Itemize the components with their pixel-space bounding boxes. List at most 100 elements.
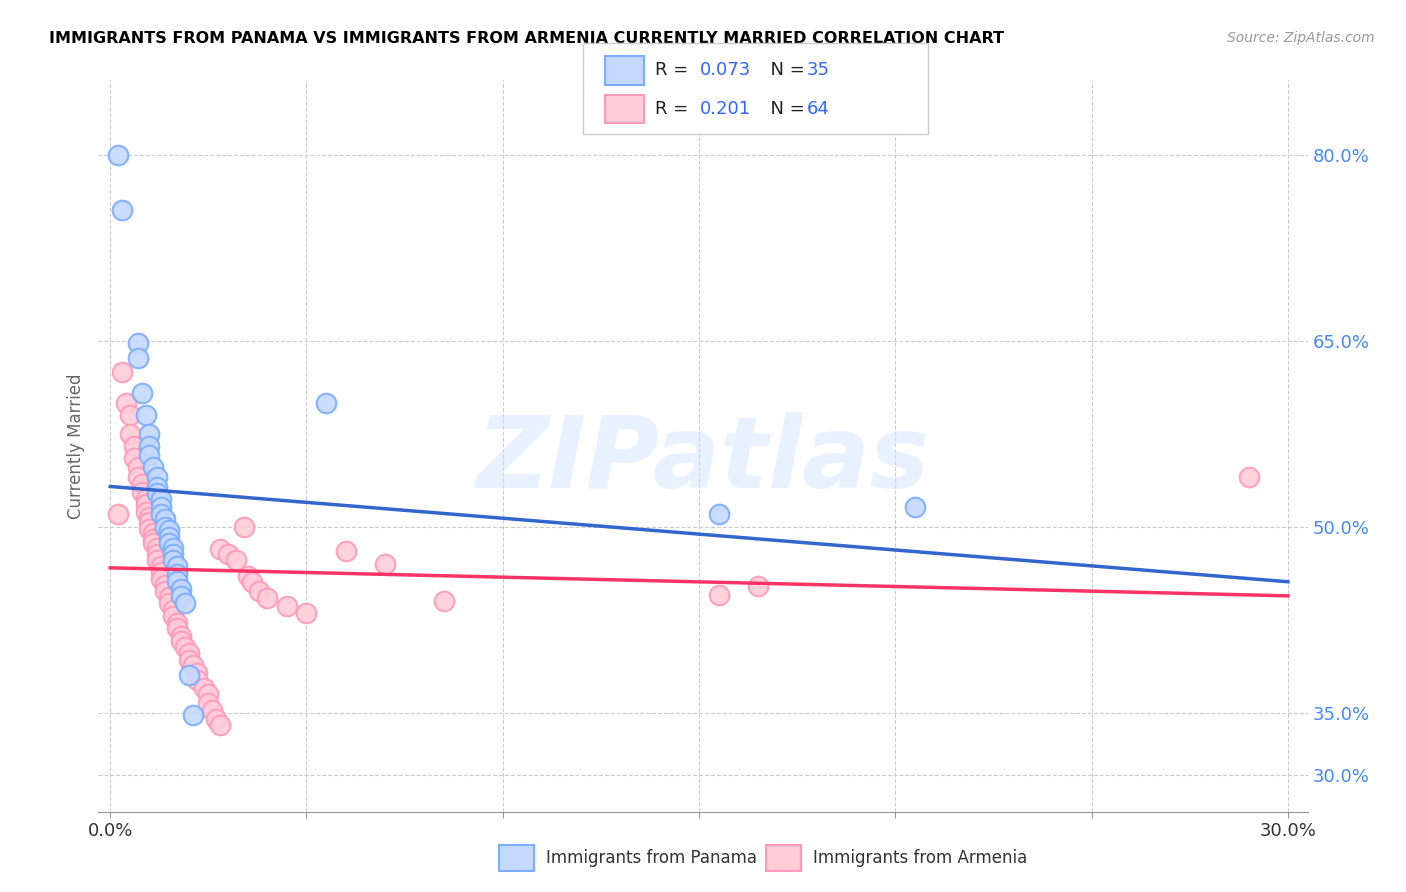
Point bbox=[1237, 470, 1260, 484]
Point bbox=[707, 588, 730, 602]
Point bbox=[118, 426, 141, 441]
Point bbox=[150, 492, 173, 507]
Text: N =: N = bbox=[759, 62, 811, 79]
Point bbox=[131, 484, 153, 499]
Point bbox=[111, 203, 134, 218]
Point bbox=[904, 500, 927, 514]
Point bbox=[157, 597, 180, 611]
Point bbox=[150, 566, 173, 580]
Point bbox=[240, 575, 263, 590]
Point bbox=[186, 665, 208, 680]
Point bbox=[142, 532, 165, 546]
Point bbox=[173, 640, 195, 654]
Point bbox=[142, 525, 165, 540]
Point bbox=[146, 486, 169, 500]
Point bbox=[157, 591, 180, 605]
Point bbox=[150, 500, 173, 514]
Point bbox=[173, 597, 195, 611]
Point bbox=[153, 512, 176, 526]
Point bbox=[256, 591, 278, 606]
Point bbox=[177, 668, 200, 682]
Point bbox=[142, 460, 165, 475]
Text: Immigrants from Armenia: Immigrants from Armenia bbox=[813, 849, 1026, 867]
Point bbox=[153, 584, 176, 599]
Point bbox=[146, 547, 169, 561]
Point bbox=[146, 553, 169, 567]
Point bbox=[150, 507, 173, 521]
Point bbox=[157, 524, 180, 538]
Text: R =: R = bbox=[655, 100, 695, 118]
Point bbox=[217, 547, 239, 561]
Point bbox=[135, 492, 157, 507]
Point bbox=[127, 351, 149, 365]
Point bbox=[201, 703, 224, 717]
Point bbox=[166, 616, 188, 631]
Point bbox=[146, 541, 169, 555]
Point bbox=[209, 541, 232, 556]
Point bbox=[138, 509, 160, 524]
Point bbox=[433, 594, 456, 608]
Text: Immigrants from Panama: Immigrants from Panama bbox=[546, 849, 756, 867]
Point bbox=[150, 572, 173, 586]
Point bbox=[162, 602, 184, 616]
Point bbox=[166, 566, 188, 581]
Point bbox=[181, 708, 204, 723]
Point bbox=[747, 579, 769, 593]
Point bbox=[162, 541, 184, 555]
Point bbox=[177, 646, 200, 660]
Point bbox=[170, 589, 193, 603]
Text: N =: N = bbox=[759, 100, 811, 118]
Point bbox=[166, 574, 188, 588]
Text: 35: 35 bbox=[807, 62, 830, 79]
Point bbox=[138, 439, 160, 453]
Point bbox=[225, 553, 247, 567]
Point bbox=[131, 385, 153, 400]
Point bbox=[142, 535, 165, 549]
Point bbox=[127, 470, 149, 484]
Point bbox=[166, 559, 188, 574]
Point bbox=[170, 629, 193, 643]
Point bbox=[150, 559, 173, 574]
Point bbox=[157, 535, 180, 549]
Point bbox=[177, 653, 200, 667]
Point bbox=[162, 608, 184, 623]
Point bbox=[153, 519, 176, 533]
Point bbox=[295, 607, 318, 621]
Point bbox=[374, 557, 396, 571]
Point bbox=[315, 395, 337, 409]
Point bbox=[166, 621, 188, 635]
Point bbox=[138, 426, 160, 441]
Text: R =: R = bbox=[655, 62, 695, 79]
Point bbox=[138, 448, 160, 462]
Point bbox=[135, 408, 157, 422]
Y-axis label: Currently Married: Currently Married bbox=[66, 373, 84, 519]
Point bbox=[146, 480, 169, 494]
Point bbox=[138, 515, 160, 529]
Point bbox=[107, 507, 129, 521]
Point bbox=[157, 529, 180, 543]
Point bbox=[232, 519, 254, 533]
Point bbox=[170, 582, 193, 596]
Point bbox=[115, 395, 138, 409]
Text: 64: 64 bbox=[807, 100, 830, 118]
Point bbox=[118, 408, 141, 422]
Point bbox=[122, 451, 145, 466]
Point bbox=[138, 522, 160, 536]
Point bbox=[131, 477, 153, 491]
Point bbox=[153, 578, 176, 592]
Point bbox=[111, 365, 134, 379]
Point bbox=[335, 544, 357, 558]
Point bbox=[170, 633, 193, 648]
Point bbox=[135, 497, 157, 511]
Point bbox=[107, 147, 129, 161]
Point bbox=[209, 718, 232, 732]
Text: IMMIGRANTS FROM PANAMA VS IMMIGRANTS FROM ARMENIA CURRENTLY MARRIED CORRELATION : IMMIGRANTS FROM PANAMA VS IMMIGRANTS FRO… bbox=[49, 31, 1004, 46]
Point bbox=[127, 460, 149, 475]
Text: Source: ZipAtlas.com: Source: ZipAtlas.com bbox=[1227, 31, 1375, 45]
Point bbox=[122, 439, 145, 453]
Point bbox=[146, 470, 169, 484]
Point bbox=[162, 547, 184, 561]
Point bbox=[707, 507, 730, 521]
Text: ZIPatlas: ZIPatlas bbox=[477, 412, 929, 509]
Point bbox=[127, 336, 149, 351]
